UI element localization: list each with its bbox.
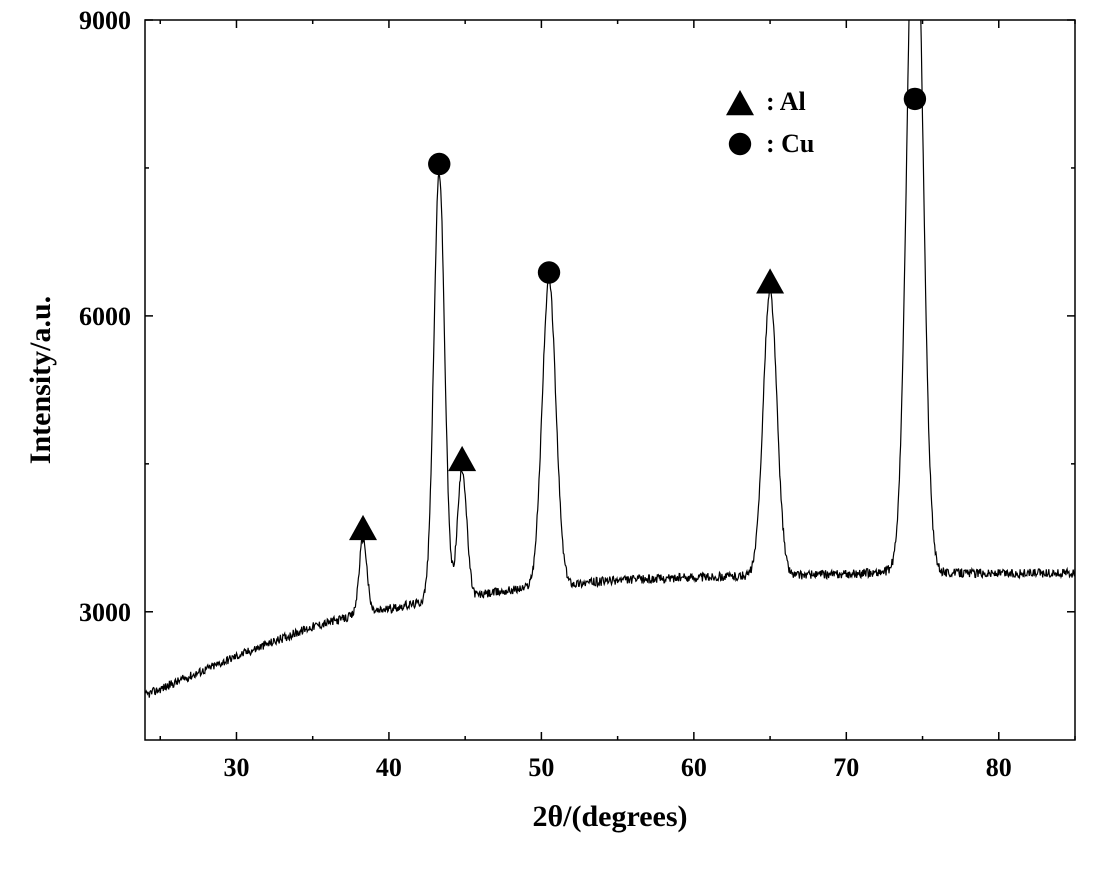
y-tick-label: 9000 <box>79 6 131 35</box>
y-tick-label: 6000 <box>79 302 131 331</box>
triangle-marker <box>726 90 754 115</box>
x-tick-label: 70 <box>833 753 859 782</box>
circle-marker <box>538 261 560 283</box>
circle-marker <box>729 133 751 155</box>
triangle-marker <box>448 446 476 471</box>
x-tick-label: 40 <box>376 753 402 782</box>
xrd-curve <box>145 0 1075 698</box>
circle-marker <box>904 88 926 110</box>
y-tick-label: 3000 <box>79 598 131 627</box>
x-tick-label: 30 <box>223 753 249 782</box>
x-tick-label: 80 <box>986 753 1012 782</box>
legend-label: : Al <box>766 87 806 116</box>
x-axis-label: 2θ/(degrees) <box>532 800 687 833</box>
triangle-marker <box>756 268 784 293</box>
chart-svg: 30 40 50 60 70 80 3000 6000 9000 2θ/(degrees) Inte… <box>0 0 1110 872</box>
circle-marker <box>428 153 450 175</box>
triangle-marker <box>349 515 377 540</box>
x-tick-label: 50 <box>528 753 554 782</box>
y-axis-label: Intensity/a.u. <box>24 296 57 464</box>
x-tick-label: 60 <box>681 753 707 782</box>
plot-frame <box>145 20 1075 740</box>
legend-label: : Cu <box>766 129 814 158</box>
xrd-chart: 30 40 50 60 70 80 3000 6000 9000 2θ/(degrees) Inte… <box>0 0 1110 872</box>
